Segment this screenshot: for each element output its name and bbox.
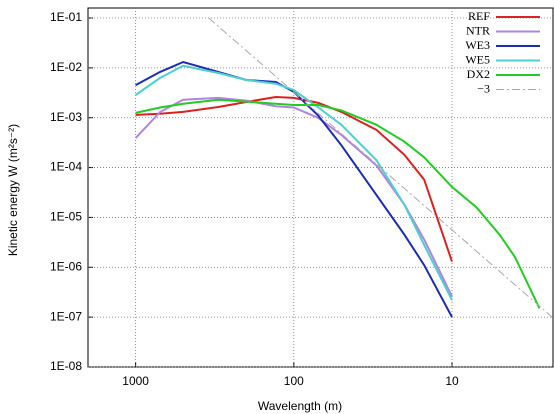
y-axis-label: Kinetic energy W (m²s⁻²) xyxy=(6,124,20,256)
x-tick-label: 100 xyxy=(284,374,304,388)
legend-label: REF xyxy=(468,9,490,23)
y-tick-label: 1E-02 xyxy=(50,60,82,74)
series-line xyxy=(135,64,453,301)
x-tick-label: 1000 xyxy=(122,374,149,388)
x-axis-label: Wavelength (m) xyxy=(258,399,342,413)
y-tick-label: 1E-05 xyxy=(50,210,82,224)
legend-label: WE3 xyxy=(465,38,490,52)
series-line xyxy=(135,95,453,262)
legend-label: −3 xyxy=(477,81,490,95)
legend-label: NTR xyxy=(466,23,490,37)
legend-label: DX2 xyxy=(467,67,490,81)
y-tick-label: 1E-07 xyxy=(50,309,82,323)
y-tick-label: 1E-06 xyxy=(50,259,82,273)
y-tick-label: 1E-01 xyxy=(50,10,82,24)
x-tick-label: 10 xyxy=(445,374,459,388)
y-tick-label: 1E-08 xyxy=(50,359,82,373)
legend-label: WE5 xyxy=(465,52,490,66)
series-line xyxy=(208,17,553,318)
y-tick-label: 1E-03 xyxy=(50,110,82,124)
y-tick-label: 1E-04 xyxy=(50,160,82,174)
series-line xyxy=(135,98,541,309)
